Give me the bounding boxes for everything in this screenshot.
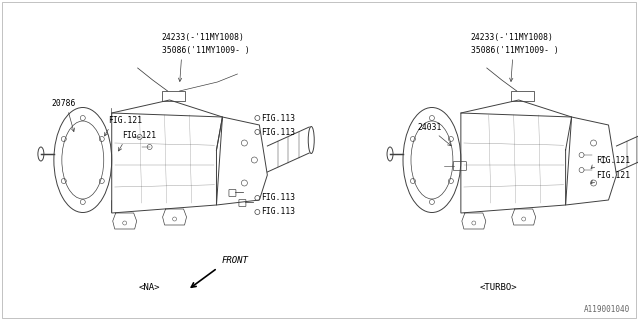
Text: FIG.113: FIG.113: [261, 207, 296, 217]
Text: <NA>: <NA>: [139, 283, 161, 292]
Text: FIG.113: FIG.113: [261, 194, 296, 203]
Text: A119001040: A119001040: [584, 305, 630, 314]
Text: 35086('11MY1009- ): 35086('11MY1009- ): [162, 46, 250, 55]
Text: FIG.121: FIG.121: [596, 156, 630, 165]
Text: 24233(-'11MY1008): 24233(-'11MY1008): [162, 33, 244, 42]
Text: 35086('11MY1009- ): 35086('11MY1009- ): [471, 46, 559, 55]
Text: FIG.113: FIG.113: [261, 114, 296, 123]
Text: 24031: 24031: [417, 123, 442, 132]
Text: FIG.121: FIG.121: [122, 131, 156, 140]
Text: <TURBO>: <TURBO>: [480, 283, 518, 292]
Text: 24233(-'11MY1008): 24233(-'11MY1008): [471, 33, 554, 42]
Text: FIG.121: FIG.121: [596, 171, 630, 180]
Text: FRONT: FRONT: [221, 256, 248, 265]
Text: 20786: 20786: [52, 99, 76, 108]
Text: FIG.113: FIG.113: [261, 127, 296, 137]
Text: FIG.121: FIG.121: [108, 116, 142, 125]
